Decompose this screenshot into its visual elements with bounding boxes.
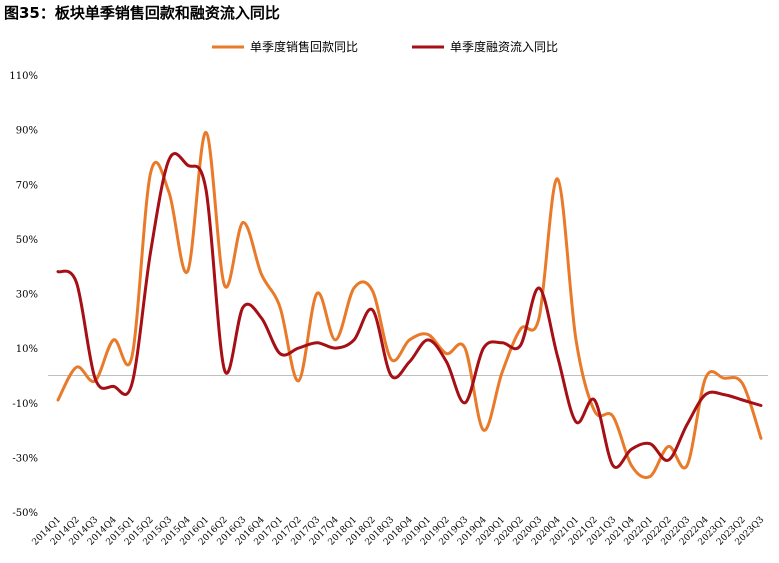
y-tick-label: 110% (9, 71, 38, 82)
y-tick-label: -50% (12, 508, 38, 519)
series-line-1 (56, 130, 763, 480)
y-tick-label: 70% (16, 180, 38, 191)
series-lines (56, 130, 763, 480)
y-tick-label: 90% (16, 126, 38, 137)
y-tick-label: -10% (12, 399, 38, 410)
y-tick-label: 50% (16, 235, 38, 246)
x-axis: 2014Q12014Q22014Q32014Q42015Q12015Q22015… (31, 515, 767, 548)
chart-title: 图35：板块单季销售回款和融资流入同比 (4, 4, 280, 22)
y-tick-label: -30% (12, 453, 38, 464)
y-tick-label: 30% (16, 290, 38, 301)
y-tick-label: 10% (16, 344, 38, 355)
legend-label-series-2: 单季度融资流入同比 (450, 39, 558, 54)
legend: 单季度销售回款同比 单季度融资流入同比 (212, 39, 558, 54)
y-axis: 110% 90% 70% 50% 30% 10% -10% -30% -50% (9, 71, 38, 519)
series-line-2 (56, 152, 763, 469)
legend-label-series-1: 单季度销售回款同比 (250, 39, 358, 54)
